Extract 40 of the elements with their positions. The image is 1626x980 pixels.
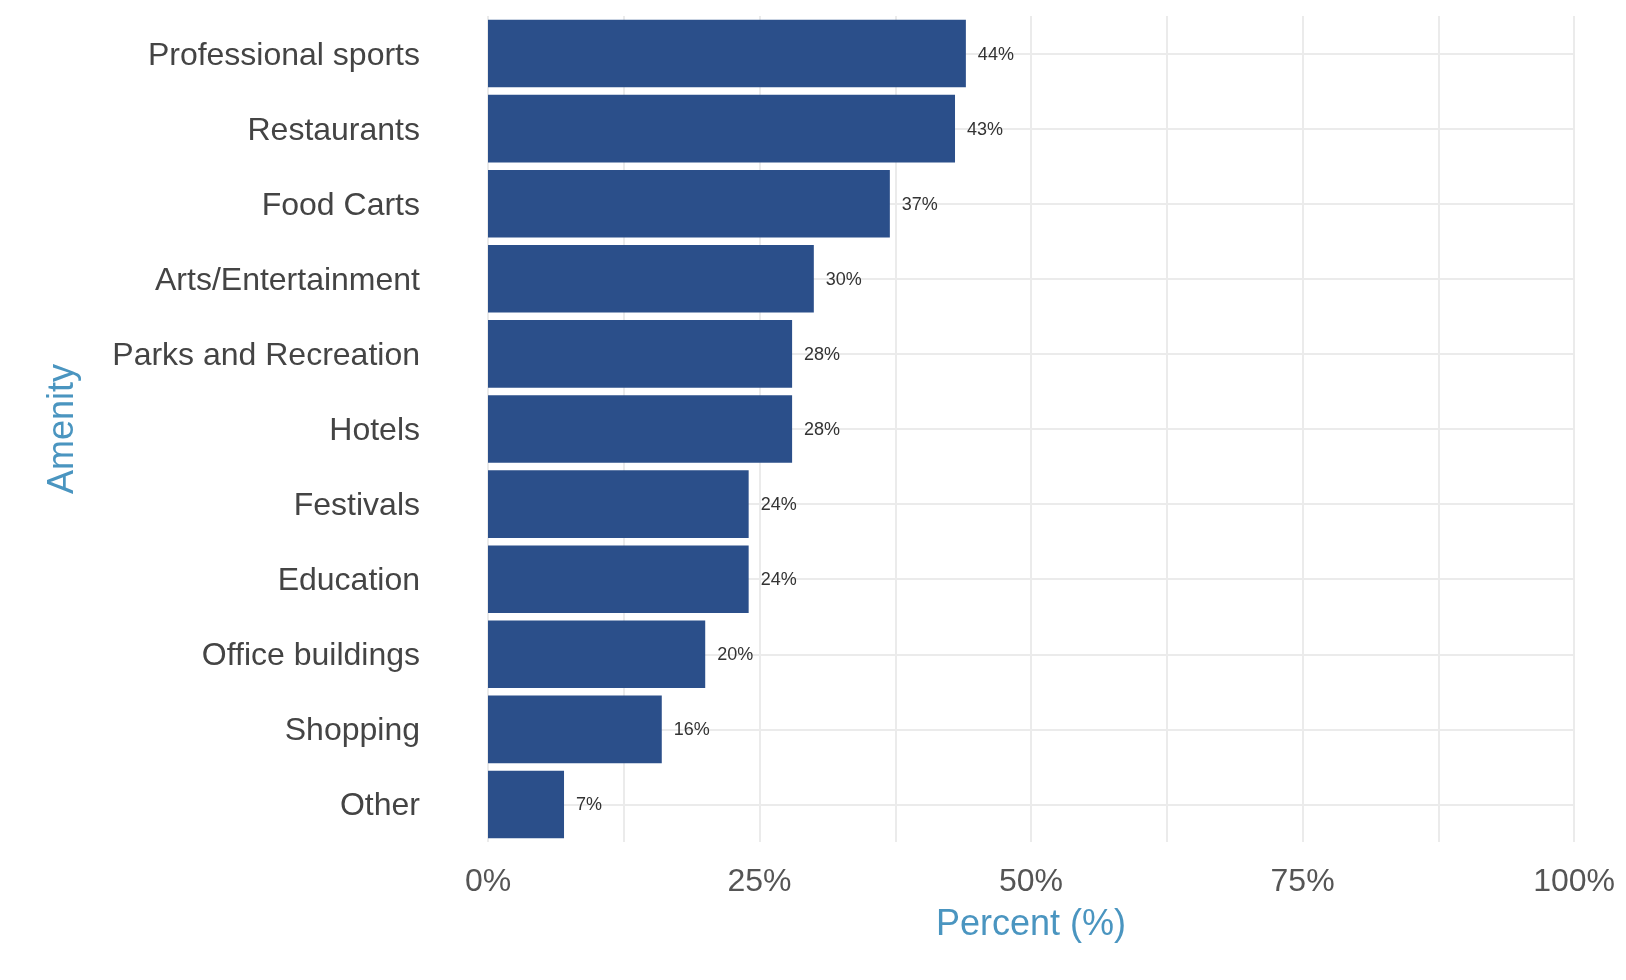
y-tick-label: Arts/Entertainment [155,260,421,297]
bar [488,470,749,538]
data-label: 24% [760,494,797,515]
bar [488,19,966,88]
x-tick-label: 75% [1270,862,1335,898]
y-tick-label: Education [277,561,420,598]
data-label: 30% [825,268,862,289]
data-label: 24% [760,569,797,590]
bar [488,545,749,613]
bar [488,169,890,238]
y-tick-label: Other [339,786,421,823]
bar [488,94,956,163]
x-tick-label: 100% [1533,862,1615,898]
data-label: 28% [804,419,841,439]
y-tick-label: Restaurants [247,110,420,147]
y-tick-label: Festivals [293,486,420,523]
y-tick-label: Food Carts [261,185,420,222]
bar [488,320,793,388]
y-tick-label: Parks and Recreation [112,335,420,372]
data-label: 44% [977,43,1014,64]
data-label: 20% [717,644,754,665]
bar [488,620,706,689]
bar [488,695,662,764]
data-label: 37% [901,193,938,214]
bar [488,245,814,313]
data-label: 28% [804,343,841,364]
y-tick-label: Office buildings [201,636,420,673]
data-label: 7% [576,794,603,815]
x-axis-title: Percent (%) [936,901,1127,943]
y-tick-label: Hotels [329,411,420,447]
x-tick-label: 50% [999,862,1064,898]
bar [488,395,793,463]
data-label: 16% [673,719,710,740]
y-axis-title: Amenity [39,363,81,495]
x-tick-label: 25% [727,862,792,898]
x-tick-label: 0% [464,862,512,898]
data-label: 43% [967,118,1004,139]
y-tick-label: Shopping [284,711,420,748]
y-tick-label: Professional sports [147,35,420,72]
bar [488,770,565,839]
